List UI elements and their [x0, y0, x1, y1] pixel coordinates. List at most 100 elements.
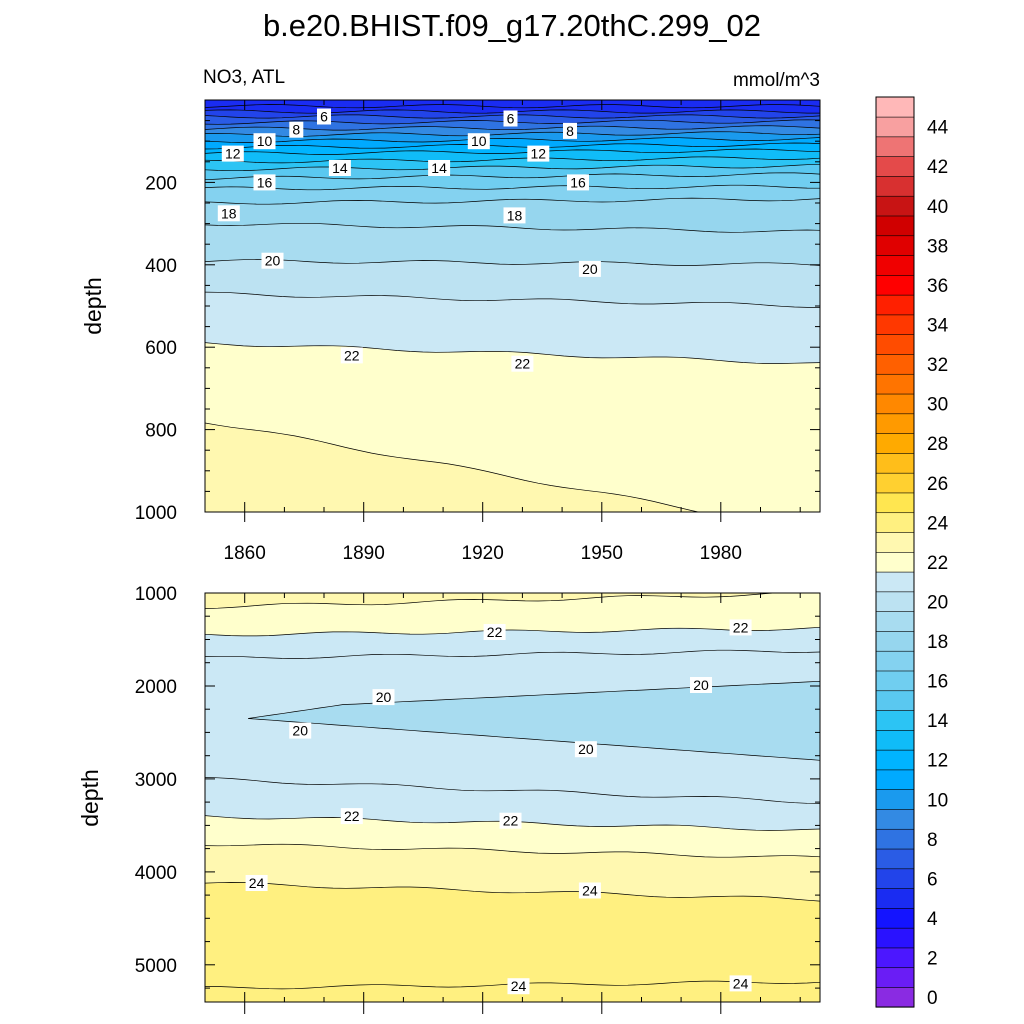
contour-label-box — [503, 110, 518, 127]
x-axis-tick-labels: 1860 1890 1920 1950 1980 — [224, 543, 742, 564]
colorbar-label: 12 — [927, 751, 948, 772]
upper-y-axis-title: depth — [80, 277, 106, 335]
colorbar-cell — [875, 967, 915, 988]
colorbar-cell — [875, 868, 915, 889]
contour-label: 20 — [376, 689, 392, 705]
colorbar-cell — [875, 927, 915, 949]
x-tick-label: 1950 — [581, 543, 623, 564]
colorbar-cell — [875, 254, 915, 276]
colorbar-label: 24 — [927, 513, 949, 534]
colorbar-cell — [875, 591, 915, 612]
contour-label-box — [328, 160, 351, 176]
contour-label: 20 — [265, 253, 281, 269]
contour-label-box — [289, 722, 312, 739]
colorbar-cell — [875, 156, 915, 177]
contour-label: 6 — [507, 111, 515, 127]
contour-label: 22 — [515, 356, 531, 372]
contour-label-box — [253, 133, 276, 150]
colorbar-cell — [875, 235, 915, 256]
colorbar-cell — [875, 96, 915, 118]
contour-line — [205, 259, 820, 266]
y-tick-label: 400 — [145, 256, 177, 277]
contour-label: 22 — [503, 813, 519, 829]
lower-lens-region — [248, 680, 820, 761]
colorbar-label: 30 — [927, 395, 948, 416]
contour-label-box — [729, 619, 752, 636]
contour-line — [205, 222, 820, 233]
colorbar-ticks — [875, 96, 915, 1008]
contour-label-box — [372, 689, 395, 706]
colorbar-cell — [875, 531, 915, 553]
upper-axes: 200 400 600 800 1000 — [135, 99, 821, 524]
y-tick-label: 1000 — [135, 584, 177, 605]
y-tick-label: 5000 — [135, 956, 177, 977]
contour-line — [205, 163, 820, 172]
contour-label-box — [221, 145, 244, 162]
contour-line — [205, 137, 820, 143]
colorbar-label: 22 — [927, 553, 948, 574]
upper-band-14 — [205, 156, 820, 171]
lower-axes: 1000 2000 3000 4000 5000 — [135, 584, 821, 1014]
contour-label: 22 — [487, 624, 503, 640]
contour-line — [205, 882, 820, 902]
upper-band-12 — [205, 143, 820, 155]
contour-label: 24 — [511, 978, 527, 994]
contour-label: 16 — [570, 174, 586, 190]
colorbar-frame — [875, 96, 915, 1008]
lower-band-23 — [205, 844, 820, 902]
contour-label: 24 — [582, 883, 598, 899]
contour-line — [205, 593, 780, 609]
colorbar-cell — [875, 947, 915, 969]
contour-line — [205, 626, 820, 637]
contour-label-box — [340, 808, 363, 825]
contour-label-box — [511, 355, 534, 372]
colorbar-label: 10 — [927, 790, 948, 811]
contour-label: 22 — [733, 619, 749, 635]
contour-label: 20 — [292, 723, 308, 739]
contour-label: 24 — [733, 975, 749, 991]
colorbar-cell — [875, 373, 915, 395]
contour-line — [205, 843, 820, 858]
contour-line — [205, 156, 820, 164]
upper-band-top — [205, 100, 820, 108]
contour-label: 10 — [257, 133, 273, 149]
colorbar-cell — [875, 294, 915, 316]
colorbar-cell — [875, 828, 915, 850]
contour-line — [205, 197, 820, 205]
lower-frame — [204, 592, 821, 1003]
y-tick-label: 4000 — [135, 863, 177, 884]
colorbar-label: 14 — [927, 711, 949, 732]
contour-label: 14 — [431, 160, 447, 176]
contour-line — [205, 342, 820, 364]
upper-band-19 — [205, 223, 820, 266]
upper-band-20 — [205, 259, 820, 308]
contour-label: 18 — [221, 205, 237, 221]
lower-band-top — [205, 593, 820, 609]
y-tick-label: 2000 — [135, 677, 177, 698]
upper-band-11 — [205, 137, 820, 149]
y-tick-label: 800 — [145, 421, 177, 442]
colorbar-cell — [875, 848, 915, 870]
y-tick-label: 200 — [145, 173, 177, 194]
contour-label: 20 — [693, 677, 709, 693]
contour-label: 20 — [578, 741, 594, 757]
upper-band-23 — [205, 423, 820, 512]
colorbar-cell — [875, 136, 915, 157]
contour-label-box — [483, 624, 506, 640]
contour-label-box — [289, 121, 304, 138]
colorbar-cell — [875, 690, 915, 711]
contour-label-box — [729, 975, 752, 992]
colorbar-cell — [875, 789, 915, 810]
contour-label-box — [690, 677, 712, 693]
colorbar-cell — [875, 334, 915, 355]
colorbar-cell — [875, 630, 915, 652]
chart-title: b.e20.BHIST.f09_g17.20thC.299_02 — [263, 8, 761, 43]
colorbar-cell — [875, 749, 915, 771]
contour-line — [205, 142, 820, 150]
lower-band-24 — [205, 882, 820, 989]
upper-band-16 — [205, 172, 820, 190]
contour-label-box — [467, 133, 490, 150]
colorbar-cell — [875, 353, 915, 375]
contour-line — [205, 131, 820, 137]
contour-label-box — [253, 174, 276, 191]
